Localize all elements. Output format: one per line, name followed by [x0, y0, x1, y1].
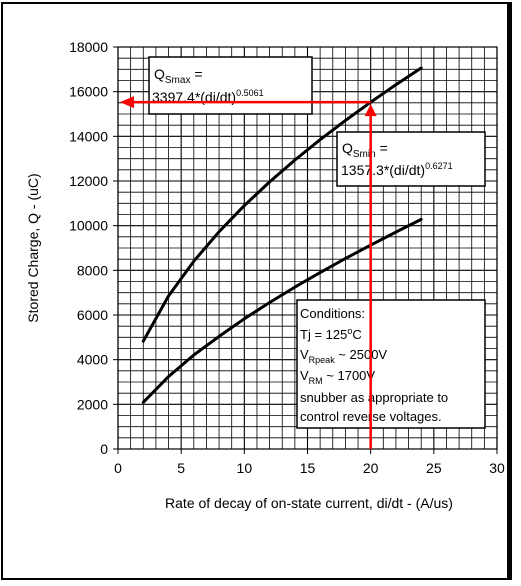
conditions-vrm: V [300, 368, 309, 383]
qsmin-annotation: QSmin = 1357.3*(di/dt)0.6271 [336, 131, 486, 187]
qsmin-formula: 1357.3*(di/dt) [341, 162, 425, 178]
qsmin-exp: 0.6271 [425, 161, 453, 171]
svg-text:VRpeak ~ 2500V: VRpeak ~ 2500V [300, 347, 387, 365]
y-tick-labels: 0 2000 4000 6000 8000 10000 12000 14000 16000 180… [69, 39, 118, 457]
y-tick-label: 18000 [69, 39, 108, 55]
qsmax-exp: 0.5061 [236, 88, 264, 98]
qsmax-q: Q [154, 66, 165, 82]
marker-left-arrowhead [120, 96, 134, 109]
conditions-vr-rest: ~ 2500V [335, 347, 388, 362]
conditions-vr-sub: Rpeak [309, 355, 336, 365]
conditions-vrm-sub: RM [309, 376, 323, 386]
y-tick-label: 0 [100, 441, 108, 457]
conditions-tj-unit: C [352, 327, 361, 342]
x-axis-label: Rate of decay of on-state current, di/dt… [165, 495, 453, 511]
x-tick-label: 20 [363, 460, 379, 476]
y-tick-label: 8000 [77, 262, 108, 278]
svg-text:QSmin =: QSmin = [342, 140, 388, 160]
svg-text:1357.3*(di/dt)0.6271: 1357.3*(di/dt)0.6271 [341, 161, 453, 178]
series-line-2 [141, 217, 423, 404]
x-tick-label: 15 [300, 460, 316, 476]
conditions-title: Conditions: [300, 306, 365, 321]
x-tick-label: 10 [237, 460, 253, 476]
x-tick-labels: 0 5 10 15 20 25 30 [114, 449, 505, 476]
x-tick-label: 0 [114, 460, 122, 476]
series-group [141, 66, 423, 404]
qsmax-sub: Smax [165, 75, 191, 86]
y-axis-label: Stored Charge, Q - (uC) [25, 173, 41, 322]
x-tick-label: 30 [489, 460, 505, 476]
qsmax-annotation: QSmax = 3397.4*(di/dt)0.5061 [148, 56, 313, 115]
conditions-line5: snubber as appropriate to [300, 390, 448, 405]
y-tick-label: 12000 [69, 173, 108, 189]
y-tick-label: 16000 [69, 84, 108, 100]
svg-text:VRM ~ 1700V: VRM ~ 1700V [300, 368, 375, 386]
conditions-tj: Tj = 125 [300, 327, 347, 342]
qsmin-eq: = [376, 140, 388, 156]
qsmin-q: Q [342, 140, 353, 156]
red-marker-arrows [120, 96, 377, 449]
marker-up-arrowhead [364, 104, 377, 117]
y-tick-label: 4000 [77, 352, 108, 368]
conditions-vr: V [300, 347, 309, 362]
series-line-1 [141, 66, 423, 343]
svg-text:Tj = 125oC: Tj = 125oC [300, 326, 362, 342]
svg-text:QSmax =: QSmax = [154, 66, 203, 86]
qsmin-sub: Smin [353, 149, 376, 160]
y-tick-label: 6000 [77, 307, 108, 323]
y-tick-label: 2000 [77, 396, 108, 412]
y-tick-label: 14000 [69, 128, 108, 144]
y-tick-label: 10000 [69, 218, 108, 234]
conditions-vrm-rest: ~ 1700V [323, 368, 376, 383]
qsmax-eq: = [190, 66, 202, 82]
x-tick-label: 5 [177, 460, 185, 476]
x-tick-label: 25 [426, 460, 442, 476]
conditions-tj-sup: o [347, 326, 352, 336]
conditions-box: Conditions: Tj = 125oC VRpeak ~ 2500V VR… [296, 299, 486, 429]
